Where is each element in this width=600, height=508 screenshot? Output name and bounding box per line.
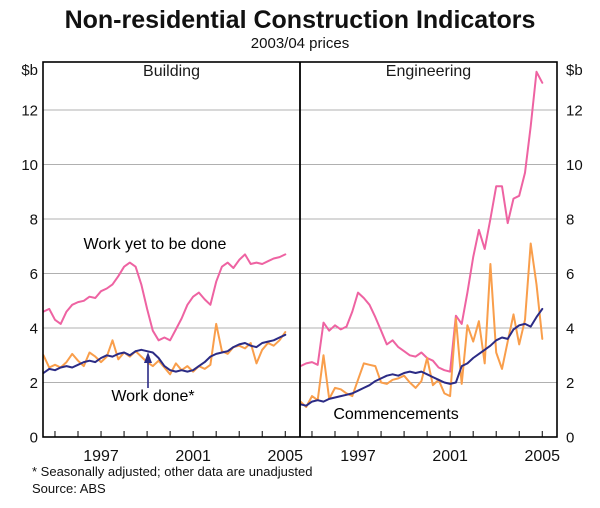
work-done-arrowhead [144,352,152,363]
series-line-building-work-done [42,333,287,374]
y-tick-label-left: 2 [30,375,38,392]
unit-label-right: $b [566,62,583,79]
footnote-source: Source: ABS [32,481,106,496]
chart-subtitle: 2003/04 prices [250,35,350,52]
series-line-engineering-work-done [299,307,544,407]
y-tick-label-right: 10 [566,157,583,174]
x-tick-label: 2001 [175,448,211,465]
series-line-engineering-work-yet-to-be-done [299,70,544,373]
y-tick-label-left: 4 [30,321,38,338]
label-work-done: Work done* [111,388,195,405]
x-tick-label: 2005 [267,448,303,465]
panel-title-engineering: Engineering [385,63,472,80]
series-line-building-work-yet-to-be-done [42,253,287,342]
x-tick-label: 1997 [83,448,119,465]
y-tick-label-right: 6 [566,266,574,283]
y-tick-label-right: 4 [566,321,574,338]
label-commencements: Commencements [333,406,459,423]
y-tick-label-left: 10 [21,157,38,174]
y-tick-label-left: 6 [30,266,38,283]
unit-label-left: $b [21,62,38,79]
y-tick-label-right: 2 [566,375,574,392]
y-tick-label-left: 8 [30,212,38,229]
y-tick-label-right: 12 [566,103,583,120]
panel-title-building: Building [143,63,200,80]
x-tick-label: 1997 [340,448,376,465]
y-tick-label-right: 0 [566,430,574,447]
x-tick-label: 2005 [524,448,560,465]
series-line-engineering-commencements [299,242,544,408]
y-tick-label-right: 8 [566,212,574,229]
series-line-building-commencements [42,322,287,376]
y-tick-label-left: 0 [30,430,38,447]
footnote-seasonally-adjusted: * Seasonally adjusted; other data are un… [32,464,313,479]
y-tick-label-left: 12 [21,103,38,120]
chart-title: Non-residential Construction Indicators [64,6,536,34]
x-tick-label: 2001 [432,448,468,465]
label-work-yet-to-be-done: Work yet to be done [83,236,227,253]
